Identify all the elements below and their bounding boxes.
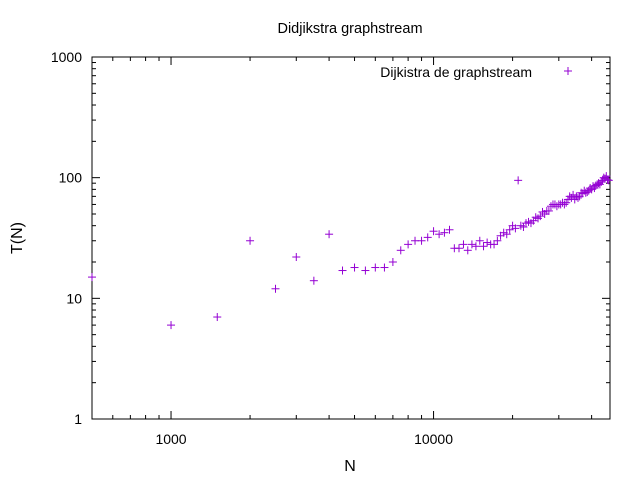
data-point <box>309 276 318 285</box>
data-point <box>490 240 499 249</box>
x-tick-label: 10000 <box>414 431 453 447</box>
data-point <box>338 266 347 275</box>
legend-marker-symbol <box>564 67 572 75</box>
data-point <box>88 273 96 282</box>
data-point <box>459 240 468 249</box>
data-point <box>435 230 444 239</box>
data-point <box>502 230 511 239</box>
legend-label: Dijkistra de graphstream <box>380 64 532 80</box>
data-point <box>552 202 561 211</box>
y-tick-label: 1000 <box>51 49 82 65</box>
data-point <box>463 246 472 255</box>
data-point <box>445 225 454 234</box>
data-point <box>167 321 176 330</box>
data-point <box>388 258 397 267</box>
data-point <box>574 193 583 202</box>
data-point <box>380 263 389 272</box>
data-point <box>246 236 255 245</box>
data-point <box>371 263 380 272</box>
y-tick-label: 100 <box>59 170 83 186</box>
plot-frame <box>91 56 611 420</box>
data-point <box>569 190 578 199</box>
series-points <box>88 172 613 330</box>
chart-title: Didjikstra graphstream <box>277 21 422 37</box>
data-point <box>544 206 553 215</box>
data-point <box>325 230 334 239</box>
x-axis-minor-ticks <box>112 57 593 419</box>
legend: Dijkistra de graphstream <box>380 64 572 80</box>
data-point <box>511 224 520 233</box>
data-point <box>562 198 571 207</box>
data-point <box>467 240 476 249</box>
data-point <box>429 227 438 236</box>
data-point <box>538 207 547 216</box>
data-point <box>423 233 432 242</box>
data-point <box>560 200 569 209</box>
x-axis-ticks: 1000 10000 <box>155 57 453 447</box>
data-point <box>404 240 413 249</box>
data-point <box>603 175 612 184</box>
data-point <box>396 246 405 255</box>
data-point <box>505 225 514 234</box>
data-point <box>514 176 523 185</box>
x-axis-label: N <box>344 458 356 475</box>
data-point <box>483 238 492 247</box>
data-point <box>454 244 463 253</box>
data-point <box>602 172 611 181</box>
data-point <box>493 236 502 245</box>
y-tick-label: 1 <box>74 411 82 427</box>
x-tick-label: 1000 <box>155 431 186 447</box>
data-point <box>440 228 449 237</box>
data-point <box>479 242 488 251</box>
data-point <box>471 242 480 251</box>
y-axis-label: T(N) <box>9 222 26 254</box>
data-point <box>604 176 613 185</box>
data-point <box>292 253 301 262</box>
data-point <box>565 192 574 201</box>
data-point <box>475 236 484 245</box>
data-point <box>213 313 222 322</box>
data-point <box>597 178 606 187</box>
data-point <box>350 263 359 272</box>
y-axis-minor-ticks <box>92 62 610 384</box>
y-axis-ticks: 1 10 100 1000 <box>51 49 610 427</box>
y-tick-label: 10 <box>66 290 82 306</box>
data-point <box>417 236 426 245</box>
data-point <box>271 284 280 293</box>
data-point <box>536 212 545 221</box>
data-point <box>361 266 370 275</box>
legend-marker <box>564 67 572 75</box>
